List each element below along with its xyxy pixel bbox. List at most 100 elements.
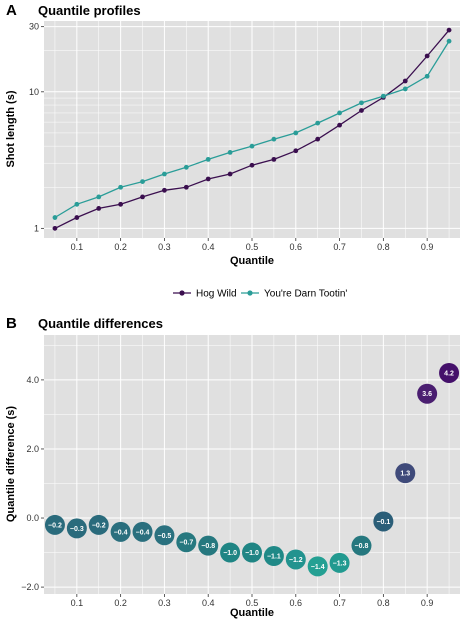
panel-b-y-tick-label: 4.0 [26, 375, 39, 385]
panel-a-points [52, 27, 452, 231]
panel-a-x-ticks: 0.1 0.2 0.3 0.4 0.5 0.6 0.7 0.8 0.9 [71, 238, 433, 252]
panel-b-x-tick-label: 0.7 [333, 598, 346, 608]
panel-b-x-tick-label: 0.3 [158, 598, 171, 608]
difference-point-label: −1.1 [267, 554, 281, 561]
panel-b-x-axis-title: Quantile [230, 607, 274, 619]
difference-point: −0.2 [88, 514, 109, 535]
difference-point-label: −1.2 [289, 557, 303, 564]
data-point-darn-tootin [315, 120, 321, 126]
difference-point: −0.1 [373, 511, 394, 532]
panel-a-grid [44, 21, 460, 238]
difference-point: −0.2 [44, 514, 65, 535]
data-point-hog-wild [446, 27, 452, 33]
data-point-hog-wild [183, 184, 189, 190]
difference-point-label: −1.3 [333, 560, 347, 567]
data-point-hog-wild [271, 156, 277, 162]
data-point-darn-tootin [74, 201, 80, 207]
panel-a-letter: A [6, 2, 17, 19]
data-point-hog-wild [118, 201, 124, 207]
data-point-darn-tootin [118, 184, 124, 190]
difference-point-label: −0.3 [70, 526, 84, 533]
difference-point: −0.8 [198, 535, 219, 556]
difference-point: 3.6 [417, 383, 438, 404]
difference-point-label: −0.4 [136, 529, 150, 536]
difference-point-label: −0.5 [158, 533, 172, 540]
panel-a-x-tick-label: 0.3 [158, 242, 171, 252]
panel-a-y-tick-label: 30 [29, 22, 39, 32]
difference-point: −0.4 [110, 521, 131, 542]
data-point-darn-tootin [162, 171, 167, 177]
data-point-hog-wild [249, 162, 255, 168]
difference-point-label: −0.2 [48, 522, 62, 529]
difference-point-marker [154, 525, 175, 546]
panel-a-x-tick-label: 0.8 [377, 242, 390, 252]
panel-b-points: −0.2 −0.3 −0.2 −0.4 −0.4 −0.5 −0.7 −0.8 −1.0 −1.0… [44, 362, 460, 577]
difference-point-label: 3.6 [422, 391, 432, 398]
difference-point-label: −0.7 [179, 540, 193, 547]
difference-point: 1.3 [395, 463, 416, 484]
difference-point-marker [88, 514, 109, 535]
panel-b-letter: B [6, 315, 17, 332]
data-point-hog-wild [315, 136, 321, 142]
difference-point: −1.0 [242, 542, 262, 563]
difference-point-marker [110, 521, 131, 542]
panel-b-y-tick-label: −2.0 [21, 582, 39, 592]
data-point-hog-wild [74, 215, 80, 220]
difference-point: −0.7 [176, 532, 197, 553]
data-point-darn-tootin [359, 100, 364, 106]
panel-a-x-tick-label: 0.5 [246, 242, 259, 252]
difference-point: −0.5 [154, 525, 175, 546]
data-point-darn-tootin [402, 86, 408, 92]
difference-point-marker [263, 546, 284, 567]
panel-b-x-tick-label: 0.1 [71, 598, 84, 608]
difference-point-marker [176, 532, 197, 553]
difference-point-label: −0.1 [376, 519, 390, 526]
panel-a-y-ticks: 1 10 30 [29, 22, 44, 233]
difference-point-marker [242, 542, 262, 563]
panel-b-grid [44, 335, 460, 594]
data-point-darn-tootin [271, 136, 277, 142]
data-point-darn-tootin [337, 110, 342, 116]
legend: Hog Wild You're Darn Tootin' [173, 289, 347, 300]
difference-point-label: 1.3 [400, 471, 410, 478]
data-point-darn-tootin [293, 130, 299, 136]
difference-point-label: −1.0 [223, 550, 237, 557]
panel-a-title: Quantile profiles [38, 3, 141, 18]
data-point-hog-wild [205, 176, 211, 182]
data-point-hog-wild [227, 171, 233, 177]
data-point-hog-wild [337, 122, 342, 128]
difference-point-marker [373, 511, 394, 532]
data-point-darn-tootin [140, 179, 145, 185]
difference-point-label: −1.4 [311, 564, 325, 571]
panel-b-title: Quantile differences [38, 316, 163, 331]
difference-point-label: 4.2 [444, 370, 454, 377]
difference-point: −1.1 [263, 546, 284, 567]
legend-darn-tootin-label: You're Darn Tootin' [264, 289, 347, 300]
difference-point-marker [66, 518, 87, 539]
difference-point-marker [417, 383, 438, 404]
data-point-darn-tootin [183, 164, 189, 170]
difference-point-marker [439, 362, 460, 383]
panel-b-x-tick-label: 0.5 [246, 598, 259, 608]
difference-point: −1.0 [220, 542, 241, 563]
data-point-darn-tootin [424, 73, 430, 79]
difference-point-marker [220, 542, 241, 563]
data-point-darn-tootin [205, 156, 211, 162]
difference-point-marker [351, 535, 372, 556]
difference-point-marker [307, 556, 328, 577]
panel-a-x-tick-label: 0.7 [333, 242, 346, 252]
difference-point-marker [329, 552, 350, 573]
data-point-darn-tootin [380, 93, 386, 99]
data-point-darn-tootin [52, 215, 58, 220]
panel-b-y-ticks: −2.0 0.0 2.0 4.0 [21, 375, 44, 592]
difference-point: 4.2 [439, 362, 460, 383]
data-point-darn-tootin [96, 194, 102, 200]
difference-point: −1.3 [329, 552, 350, 573]
panel-b-x-tick-label: 0.6 [290, 598, 303, 608]
legend-item-hog-wild: Hog Wild [173, 289, 237, 300]
difference-point-marker [198, 535, 219, 556]
data-point-hog-wild [359, 108, 364, 113]
panel-b-x-tick-label: 0.9 [421, 598, 434, 608]
panel-a-x-tick-label: 0.2 [114, 242, 127, 252]
